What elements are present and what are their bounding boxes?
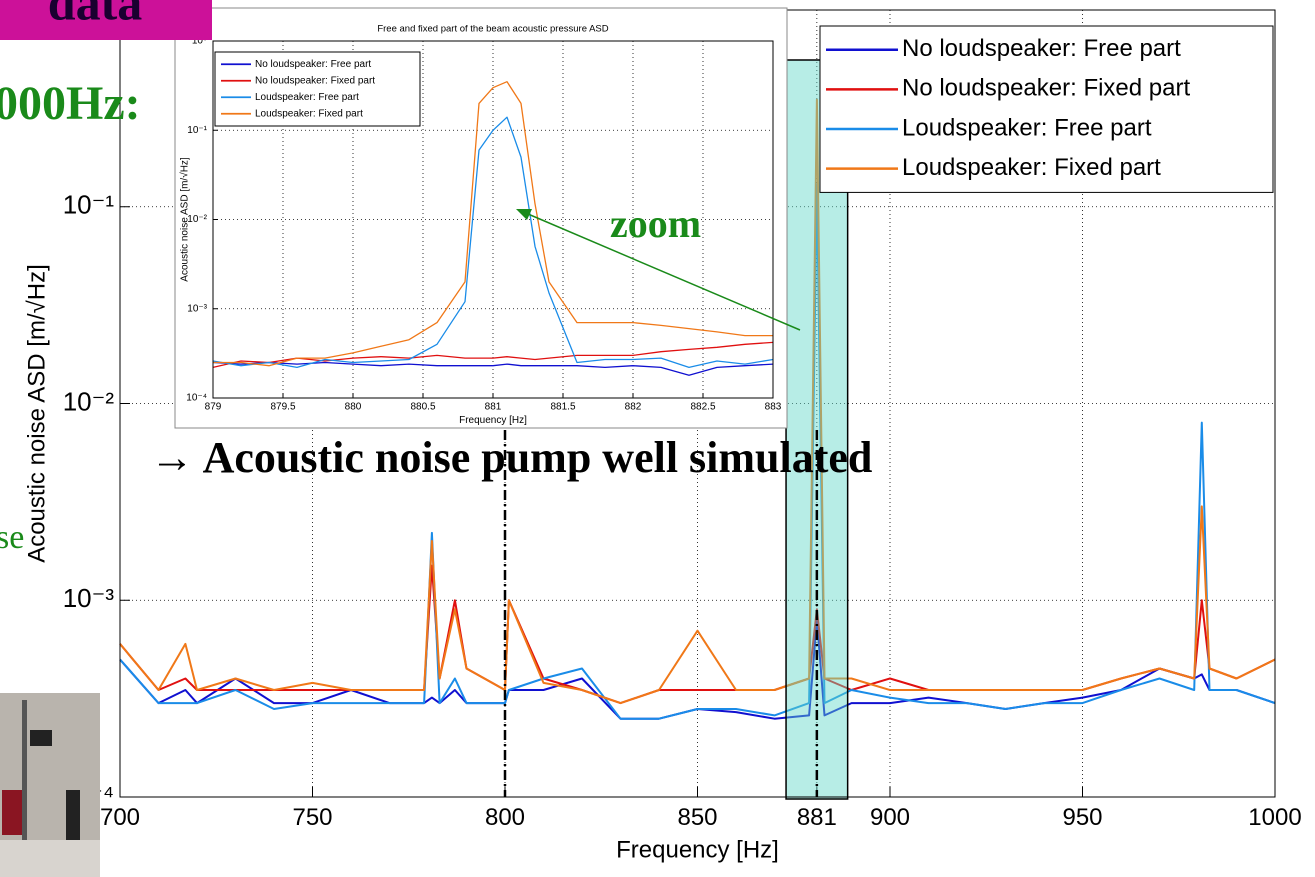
x-tick-label: 883 xyxy=(765,402,782,413)
y-tick-label: 10⁻² xyxy=(63,386,115,416)
series-line xyxy=(213,81,773,367)
arrow-head xyxy=(516,209,532,220)
heading-fragment: 000Hz: xyxy=(0,77,141,130)
x-tick-label: 881 xyxy=(485,402,502,413)
legend-box xyxy=(819,25,1274,193)
y-axis-label: Acoustic noise ASD [m/√Hz] xyxy=(179,157,191,282)
y-tick-label: 10⁻¹ xyxy=(63,190,115,220)
photo-rod xyxy=(22,700,27,840)
series-line xyxy=(119,98,1276,705)
legend-label: No loudspeaker: Free part xyxy=(902,35,1181,62)
inset-chart: Free and fixed part of the beam acoustic… xyxy=(174,7,788,429)
side-fragment: se xyxy=(0,519,24,556)
y-tick-label: 10⁻¹ xyxy=(187,125,207,136)
legend-label: No loudspeaker: Free part xyxy=(255,59,371,70)
x-tick-label: 880.5 xyxy=(410,402,435,413)
series-line xyxy=(212,116,774,369)
x-tick-label: 880 xyxy=(345,402,362,413)
legend-label: Loudspeaker: Fixed part xyxy=(255,108,363,119)
y-tick-label: 10⁻² xyxy=(187,214,207,225)
x-tick-label: 881.5 xyxy=(550,402,575,413)
axes-frame xyxy=(212,40,774,399)
photo-clamp xyxy=(30,730,52,746)
x-axis-label: Frequency [Hz] xyxy=(459,415,527,426)
legend-label: Loudspeaker: Free part xyxy=(255,92,359,103)
x-tick-label: 900 xyxy=(870,804,910,831)
x-tick-label: 879.5 xyxy=(270,402,295,413)
series-line xyxy=(119,183,1276,720)
y-tick-label: 10⁰ xyxy=(192,36,207,47)
legend-label: No loudspeaker: Fixed part xyxy=(255,75,375,86)
conclusion: → Acoustic noise pump well simulated xyxy=(150,433,872,482)
photo xyxy=(0,693,100,877)
x-tick-label: 800 xyxy=(485,804,525,831)
title-box xyxy=(0,0,212,40)
x-tick-label: 700 xyxy=(100,804,140,831)
x-tick-label: 879 xyxy=(205,402,222,413)
x-tick-label: 882.5 xyxy=(690,402,715,413)
x-tick-label: 750 xyxy=(292,804,332,831)
photo-table xyxy=(0,840,100,877)
chart-title: Free and fixed part of the beam acoustic… xyxy=(377,24,608,35)
x-tick-label: 882 xyxy=(625,402,642,413)
photo-block xyxy=(2,790,22,835)
overlays: data 000Hz: se zoom → Acoustic noise pum… xyxy=(0,0,872,877)
y-axis-label: Acoustic noise ASD [m/√Hz] xyxy=(23,264,50,563)
x-tick-label: 1000 xyxy=(1248,804,1301,831)
legend-label: Loudspeaker: Fixed part xyxy=(902,154,1161,181)
x-axis-label: Frequency [Hz] xyxy=(616,836,779,863)
y-tick-label: 10⁻⁴ xyxy=(186,393,207,404)
legend-label: Loudspeaker: Free part xyxy=(902,114,1152,141)
series-line xyxy=(212,361,774,376)
title-fragment: data xyxy=(48,0,142,30)
y-tick-label: 10⁻³ xyxy=(187,303,207,314)
zoom-label: zoom xyxy=(610,201,701,246)
x-tick-label: 850 xyxy=(677,804,717,831)
x-tick-label: 950 xyxy=(1062,804,1102,831)
legend-label: No loudspeaker: Fixed part xyxy=(902,75,1190,102)
x-tick-label: 881 xyxy=(797,804,837,831)
y-tick-label: 10⁻³ xyxy=(63,583,115,613)
zoom-arrow xyxy=(527,213,801,331)
photo-mic xyxy=(66,790,80,840)
